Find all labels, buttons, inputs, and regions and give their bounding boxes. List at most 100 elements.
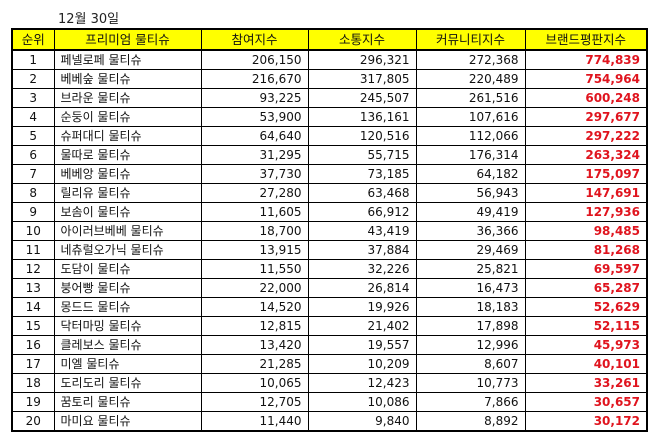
cell-rank: 1 <box>11 49 55 70</box>
cell-communication: 9,840 <box>307 411 417 432</box>
cell-participation: 216,670 <box>200 69 309 89</box>
cell-brand-name: 도담이 물티슈 <box>53 259 202 279</box>
cell-communication: 317,805 <box>307 69 417 89</box>
cell-brand-index: 600,248 <box>524 88 648 108</box>
cell-community: 64,182 <box>415 164 526 184</box>
date-label: 12월 30일 <box>58 12 120 27</box>
cell-communication: 63,468 <box>307 183 417 203</box>
cell-brand-name: 도리도리 물티슈 <box>53 373 202 393</box>
header-brand-index: 브랜드평판지수 <box>524 28 648 51</box>
cell-communication: 37,884 <box>307 240 417 260</box>
table-row: 17 미엘 물티슈 21,285 10,209 8,607 40,101 <box>11 354 648 374</box>
cell-rank: 7 <box>11 164 55 184</box>
cell-communication: 66,912 <box>307 202 417 222</box>
cell-rank: 2 <box>11 69 55 89</box>
cell-rank: 3 <box>11 88 55 108</box>
cell-brand-index: 754,964 <box>524 69 648 89</box>
cell-brand-name: 물따로 물티슈 <box>53 145 202 165</box>
cell-brand-name: 네츄럴오가닉 물티슈 <box>53 240 202 260</box>
cell-brand-name: 페넬로페 물티슈 <box>53 49 202 70</box>
table-row: 13 붕어빵 물티슈 22,000 26,814 16,473 65,287 <box>11 278 648 298</box>
cell-brand-index: 65,287 <box>524 278 648 298</box>
cell-communication: 19,557 <box>307 335 417 355</box>
cell-communication: 73,185 <box>307 164 417 184</box>
cell-communication: 12,423 <box>307 373 417 393</box>
cell-brand-index: 297,677 <box>524 107 648 127</box>
table-row: 18 도리도리 물티슈 10,065 12,423 10,773 33,261 <box>11 373 648 393</box>
cell-brand-name: 릴리유 물티슈 <box>53 183 202 203</box>
cell-rank: 11 <box>11 240 55 260</box>
cell-participation: 13,420 <box>200 335 309 355</box>
cell-communication: 10,086 <box>307 392 417 412</box>
header-community: 커뮤니티지수 <box>415 28 526 51</box>
cell-brand-index: 52,629 <box>524 297 648 317</box>
cell-community: 176,314 <box>415 145 526 165</box>
cell-brand-index: 147,691 <box>524 183 648 203</box>
cell-rank: 12 <box>11 259 55 279</box>
cell-brand-index: 263,324 <box>524 145 648 165</box>
cell-participation: 93,225 <box>200 88 309 108</box>
cell-participation: 18,700 <box>200 221 309 241</box>
cell-participation: 22,000 <box>200 278 309 298</box>
cell-participation: 11,550 <box>200 259 309 279</box>
cell-participation: 21,285 <box>200 354 309 374</box>
cell-communication: 296,321 <box>307 49 417 70</box>
table-row: 4 순둥이 물티슈 53,900 136,161 107,616 297,677 <box>11 107 648 127</box>
cell-communication: 19,926 <box>307 297 417 317</box>
table-row: 8 릴리유 물티슈 27,280 63,468 56,943 147,691 <box>11 183 648 203</box>
cell-rank: 16 <box>11 335 55 355</box>
cell-community: 272,368 <box>415 49 526 70</box>
cell-rank: 9 <box>11 202 55 222</box>
cell-brand-index: 52,115 <box>524 316 648 336</box>
brand-reputation-table: 순위 프리미엄 물티슈 참여지수 소통지수 커뮤니티지수 브랜드평판지수 1 페넬… <box>11 28 648 432</box>
cell-brand-index: 69,597 <box>524 259 648 279</box>
table-row: 10 아이러브베베 물티슈 18,700 43,419 36,366 98,485 <box>11 221 648 241</box>
cell-brand-name: 붕어빵 물티슈 <box>53 278 202 298</box>
cell-communication: 136,161 <box>307 107 417 127</box>
cell-rank: 14 <box>11 297 55 317</box>
cell-participation: 37,730 <box>200 164 309 184</box>
cell-brand-index: 40,101 <box>524 354 648 374</box>
cell-brand-index: 98,485 <box>524 221 648 241</box>
cell-community: 18,183 <box>415 297 526 317</box>
cell-rank: 8 <box>11 183 55 203</box>
table-row: 19 꿈토리 물티슈 12,705 10,086 7,866 30,657 <box>11 392 648 412</box>
cell-brand-index: 33,261 <box>524 373 648 393</box>
cell-brand-index: 127,936 <box>524 202 648 222</box>
cell-participation: 13,915 <box>200 240 309 260</box>
cell-brand-index: 30,657 <box>524 392 648 412</box>
table-row: 3 브라운 물티슈 93,225 245,507 261,516 600,248 <box>11 88 648 108</box>
table-row: 1 페넬로페 물티슈 206,150 296,321 272,368 774,839 <box>11 49 648 70</box>
cell-rank: 13 <box>11 278 55 298</box>
cell-participation: 14,520 <box>200 297 309 317</box>
cell-rank: 10 <box>11 221 55 241</box>
cell-participation: 27,280 <box>200 183 309 203</box>
cell-rank: 19 <box>11 392 55 412</box>
cell-communication: 245,507 <box>307 88 417 108</box>
cell-rank: 15 <box>11 316 55 336</box>
cell-brand-name: 미엘 물티슈 <box>53 354 202 374</box>
cell-brand-name: 닥터마밍 물티슈 <box>53 316 202 336</box>
table-row: 20 마미요 물티슈 11,440 9,840 8,892 30,172 <box>11 411 648 432</box>
cell-participation: 10,065 <box>200 373 309 393</box>
cell-community: 49,419 <box>415 202 526 222</box>
cell-brand-index: 45,973 <box>524 335 648 355</box>
cell-communication: 55,715 <box>307 145 417 165</box>
cell-communication: 120,516 <box>307 126 417 146</box>
cell-community: 107,616 <box>415 107 526 127</box>
cell-rank: 5 <box>11 126 55 146</box>
cell-community: 25,821 <box>415 259 526 279</box>
cell-brand-index: 297,222 <box>524 126 648 146</box>
cell-rank: 20 <box>11 411 55 432</box>
cell-brand-name: 브라운 물티슈 <box>53 88 202 108</box>
cell-brand-name: 베베앙 물티슈 <box>53 164 202 184</box>
cell-brand-name: 클레보스 물티슈 <box>53 335 202 355</box>
cell-rank: 6 <box>11 145 55 165</box>
cell-brand-name: 슈퍼대디 물티슈 <box>53 126 202 146</box>
header-participation: 참여지수 <box>200 28 309 51</box>
table-row: 16 클레보스 물티슈 13,420 19,557 12,996 45,973 <box>11 335 648 355</box>
cell-brand-name: 마미요 물티슈 <box>53 411 202 432</box>
cell-communication: 43,419 <box>307 221 417 241</box>
cell-community: 36,366 <box>415 221 526 241</box>
cell-community: 8,607 <box>415 354 526 374</box>
